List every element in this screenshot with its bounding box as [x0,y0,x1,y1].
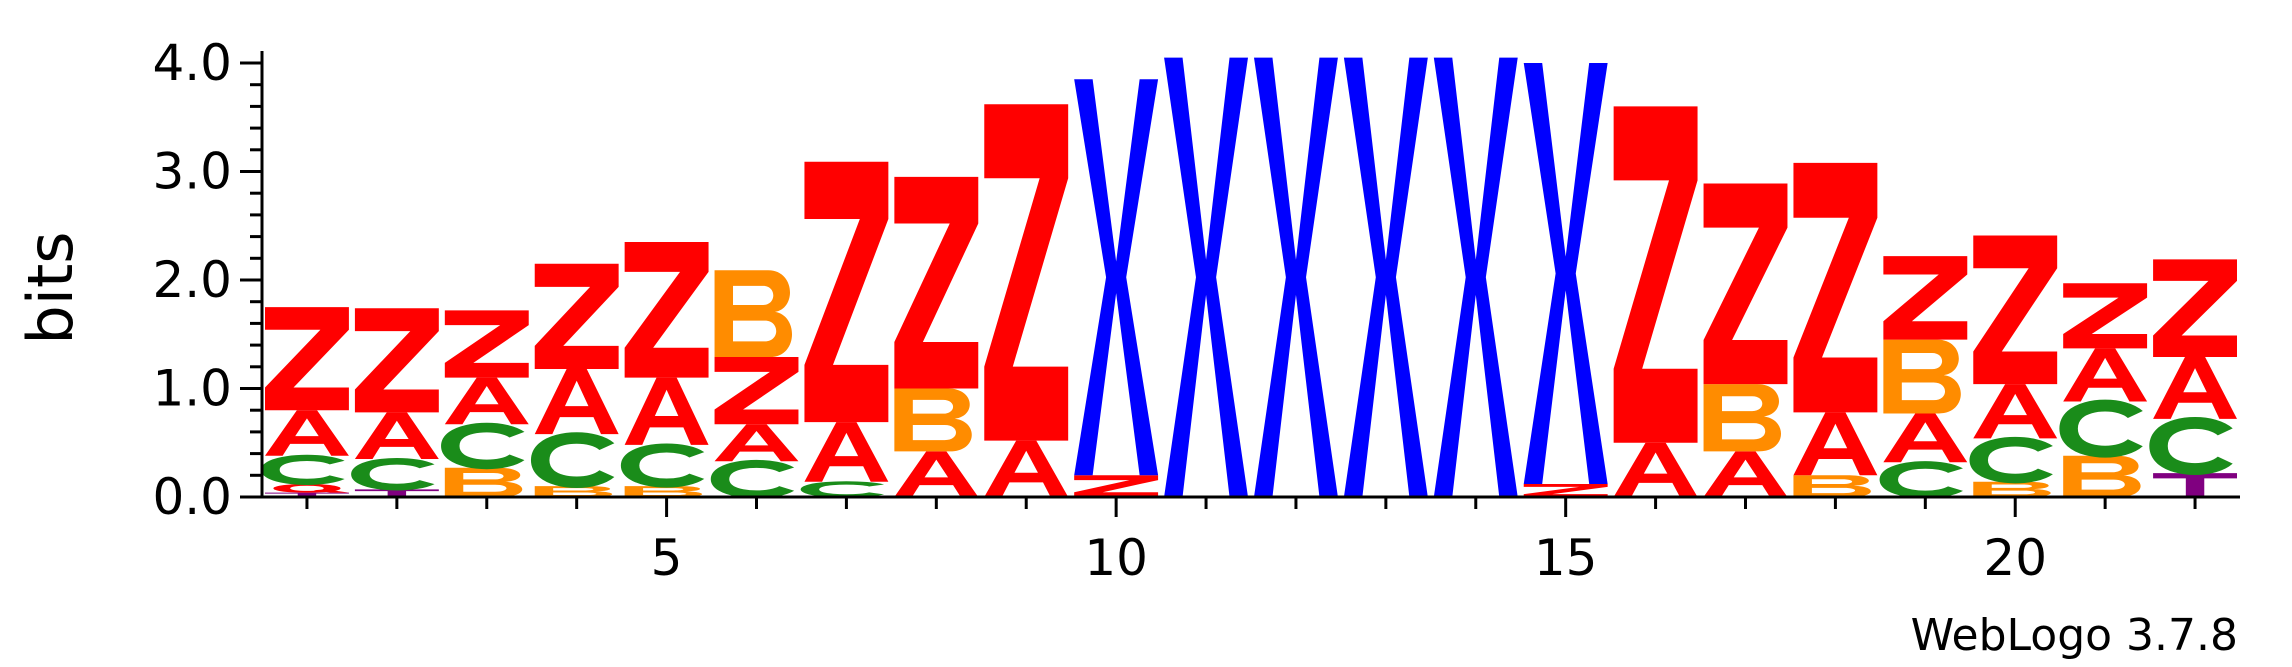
glyph-B-pos3 [444,467,523,497]
glyph-X-pos14 [1433,57,1518,497]
glyph-Z-pos22 [2153,259,2237,358]
glyph-A-pos2 [354,412,439,460]
glyph-B-pos19 [1883,339,1961,414]
glyph-A-pos17 [1703,451,1788,497]
glyph-X-pos10 [1074,79,1159,476]
logo-axes: 0.0 1.0 2.0 3.0 4.0 5 10 15 20 [152,34,2240,587]
y-tick-label: 2.0 [152,251,232,309]
glyph-C-pos3 [441,422,525,470]
glyph-Z-pos18 [1793,162,1878,413]
x-tick-label: 20 [1983,529,2047,587]
glyph-C-pos22 [2149,417,2233,475]
glyph-C-pos21 [2059,399,2143,458]
glyph-Z-pos9 [984,104,1069,441]
glyph-A-pos6 [714,424,799,462]
glyph-T-pos1 [265,492,349,497]
glyph-X-pos11 [1164,57,1248,497]
glyph-B-pos21 [2063,455,2141,497]
glyph-C-pos2 [351,457,435,491]
x-tick-label: 15 [1534,529,1598,587]
y-axis-label: bits [14,231,87,344]
glyph-A-pos18 [1793,412,1878,476]
weblogo-credit: WebLogo 3.7.8 [1911,610,2238,661]
glyph-Z-pos3 [444,310,529,378]
glyph-A-pos16 [1613,442,1698,497]
logo-stacks [261,57,2237,499]
y-tick-label: 3.0 [152,143,232,201]
glyph-Z-pos4 [534,263,619,369]
glyph-Z-pos16 [1613,106,1698,443]
y-tick-label: 0.0 [152,468,232,526]
glyph-B-pos18 [1793,475,1871,497]
glyph-Z-pos10 [1074,475,1159,497]
glyph-A-pos19 [1883,413,1968,463]
glyph-Z-pos21 [2063,283,2148,349]
glyph-A-pos7 [804,422,889,482]
glyph-C-pos20 [1969,436,2053,484]
glyph-X-pos15 [1523,63,1608,484]
glyph-T-pos22 [2153,473,2237,497]
glyph-A-pos21 [2063,348,2148,402]
glyph-B-pos17 [1703,384,1782,452]
glyph-A-pos20 [1973,384,2058,439]
glyph-B-pos6 [714,270,793,358]
glyph-Z-pos19 [1883,256,1968,340]
glyph-Z-pos15 [1523,483,1608,497]
glyph-Z-pos6 [714,357,799,425]
x-tick-label: 5 [651,529,683,587]
glyph-T-pos2 [354,489,439,497]
glyph-B-pos4 [534,486,613,497]
glyph-A-pos9 [984,440,1069,497]
glyph-B-pos8 [894,388,972,452]
glyph-Z-pos5 [624,242,709,378]
glyph-X-pos12 [1254,57,1338,497]
glyph-C-pos6 [710,459,795,499]
glyph-C-pos1 [261,454,345,485]
glyph-B-pos20 [1973,481,2051,497]
glyph-Z-pos8 [894,176,979,389]
glyph-C-pos7 [800,481,885,498]
glyph-Z-pos1 [265,307,349,411]
glyph-A-pos4 [534,368,619,435]
glyph-C-pos19 [1879,461,1963,499]
glyph-Z-pos2 [354,308,439,413]
glyph-A-pos3 [444,377,529,425]
glyph-X-pos13 [1343,57,1428,497]
y-tick-label: 1.0 [152,360,232,418]
glyph-Q-pos1 [273,483,349,493]
y-tick-label: 4.0 [152,34,232,92]
x-tick-label: 10 [1084,529,1148,587]
glyph-Z-pos17 [1703,183,1788,385]
glyph-Z-pos7 [804,161,889,423]
glyph-A-pos8 [894,451,979,497]
glyph-A-pos5 [624,377,709,445]
glyph-C-pos5 [620,443,705,488]
glyph-C-pos4 [530,432,615,488]
glyph-Z-pos20 [1973,235,2058,385]
glyph-A-pos1 [265,410,349,456]
glyph-B-pos5 [624,486,703,497]
glyph-A-pos22 [2153,357,2237,419]
